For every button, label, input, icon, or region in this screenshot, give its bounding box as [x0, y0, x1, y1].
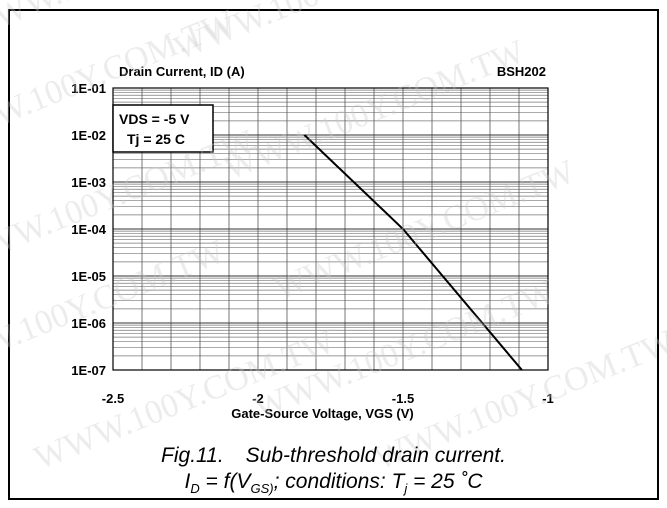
figure-caption-title: Fig.11. Sub-threshold drain current.: [0, 444, 667, 468]
part-number: BSH202: [497, 64, 546, 79]
formula-value: = 25 ˚C: [407, 470, 483, 493]
plot-border: [112, 87, 549, 371]
figure-number: Fig.11.: [161, 444, 224, 467]
tick-labels: 1E-07 1E-06 1E-05 1E-04 1E-03 1E-02 1E-01 -2.5 -…: [71, 81, 553, 406]
series-line: [303, 134, 523, 371]
watermark-text: WWW.100Y.COM.TW: [0, 233, 231, 388]
x-axis-label: Gate-Source Voltage, VGS (V): [231, 406, 414, 421]
condition-vds: VDS = -5 V: [119, 111, 190, 127]
x-tick-label: -2.5: [102, 391, 124, 406]
watermark-text: WWW.100Y.COM.TW: [0, 3, 241, 158]
figure-caption-formula: ID = f(VGS); conditions: Tj = 25 ˚C: [0, 470, 667, 496]
y-tick-label: 1E-06: [71, 316, 106, 331]
chart-title: Drain Current, ID (A): [119, 64, 245, 79]
y-tick-label: 1E-07: [71, 363, 106, 378]
axes: [112, 87, 549, 371]
drain-current-chart: 1E-07 1E-06 1E-05 1E-04 1E-03 1E-02 1E-01 -2.5 -…: [71, 64, 553, 421]
formula-tj-sub: j: [404, 481, 408, 497]
condition-tj: Tj = 25 C: [127, 131, 185, 147]
watermark-text: WWW.100Y.COM.TW: [219, 33, 531, 188]
y-tick-label: 1E-01: [71, 81, 106, 96]
condition-box-border: [112, 104, 214, 153]
formula-vgs-sub: GS): [250, 481, 274, 497]
formula-id: I: [184, 470, 191, 493]
figure-title: Sub-threshold drain current.: [245, 444, 506, 467]
x-tick-label: -1.5: [392, 391, 414, 406]
formula-id-sub: D: [190, 481, 200, 497]
condition-box: VDS = -5 V Tj = 25 C: [112, 104, 214, 153]
formula-conditions: ; conditions: T: [273, 470, 405, 493]
x-tick-label: -1: [542, 391, 554, 406]
series-layer: [303, 134, 523, 371]
formula-function: = f(V: [199, 470, 251, 493]
x-tick-label: -2: [252, 391, 264, 406]
y-tick-label: 1E-02: [71, 128, 106, 143]
y-tick-label: 1E-04: [71, 222, 106, 237]
y-tick-label: 1E-03: [71, 175, 106, 190]
y-tick-label: 1E-05: [71, 269, 106, 284]
